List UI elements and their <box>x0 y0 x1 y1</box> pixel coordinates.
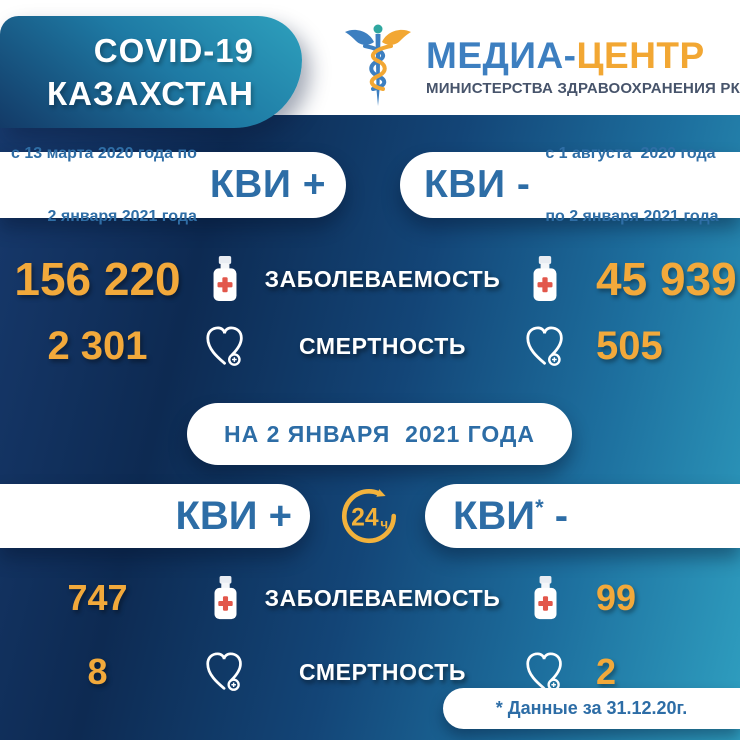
mortality-kvi-minus-total: 505 <box>596 323 663 368</box>
kvi-plus-period-dates: с 13 марта 2020 года по 2 января 2021 го… <box>11 101 197 269</box>
kvi-minus-period-dates: с 1 августа 2020 года по 2 января 2021 г… <box>545 101 718 269</box>
logo-title-center: ЦЕНТР <box>576 35 705 76</box>
logo-text-block: МЕДИА-ЦЕНТР МИНИСТЕРСТВА ЗДРАВООХРАНЕНИЯ… <box>426 22 740 98</box>
logo-title: МЕДИА-ЦЕНТР <box>426 36 740 76</box>
mortality-kvi-plus-daily: 8 <box>87 651 108 692</box>
mortality-total-row: 2 301 СМЕРТНОСТЬ 505 <box>0 317 740 375</box>
daily-kvi-minus-label: КВИ* - <box>453 494 568 539</box>
media-center-logo: МЕДИА-ЦЕНТР МИНИСТЕРСТВА ЗДРАВООХРАНЕНИЯ… <box>342 22 740 108</box>
daily-kvi-minus-pill: КВИ* - <box>425 484 740 548</box>
kvi-plus-label: КВИ + <box>209 163 326 206</box>
logo-title-media: МЕДИА- <box>426 35 577 76</box>
medicine-bottle-icon <box>530 256 560 302</box>
clock-unit: ч <box>380 516 388 531</box>
mortality-label: СМЕРТНОСТЬ <box>298 658 466 685</box>
period-line2: 2 января 2021 года <box>47 208 197 225</box>
kvi-minus-label: КВИ - <box>424 163 531 206</box>
mortality-label: СМЕРТНОСТЬ <box>298 332 466 359</box>
footnote-pill: * Данные за 31.12.20г. <box>443 688 740 729</box>
footnote-text: * Данные за 31.12.20г. <box>495 698 688 718</box>
daily-kvi-plus-pill: КВИ + <box>0 484 310 548</box>
badge-title-line2: КАЗАХСТАН <box>47 75 254 112</box>
kvi-plus-period-pill: с 13 марта 2020 года по 2 января 2021 го… <box>0 145 346 225</box>
incidence-total-row: 156 220 ЗАБОЛЕВАЕМОСТЬ 45 939 <box>0 250 740 308</box>
caduceus-icon <box>345 24 411 106</box>
mortality-daily-row: 8 СМЕРТНОСТЬ 2 <box>0 643 740 701</box>
clock-number: 24 <box>351 504 379 531</box>
heart-stethoscope-icon <box>205 651 245 693</box>
date-banner-text: НА 2 ЯНВАРЯ 2021 ГОДА <box>224 420 535 447</box>
period-line1: с 13 марта 2020 года по <box>11 145 197 162</box>
incidence-kvi-plus-total: 156 220 <box>14 253 181 305</box>
24h-clock-icon: 24 ч <box>341 489 397 544</box>
incidence-kvi-minus-total: 45 939 <box>596 253 737 305</box>
incidence-daily-row: 747 ЗАБОЛЕВАЕМОСТЬ 99 <box>0 569 740 627</box>
badge-title-line1: COVID-19 <box>93 32 254 69</box>
heart-stethoscope-icon <box>525 651 565 693</box>
heart-stethoscope-icon <box>205 325 246 368</box>
incidence-label: ЗАБОЛЕВАЕМОСТЬ <box>264 584 501 611</box>
medicine-bottle-icon <box>211 576 240 620</box>
incidence-kvi-minus-daily: 99 <box>596 577 637 618</box>
kvi-minus-period-pill: КВИ - с 1 августа 2020 года по 2 января … <box>400 145 740 225</box>
logo-subtitle: МИНИСТЕРСТВА ЗДРАВООХРАНЕНИЯ РК <box>426 80 740 97</box>
incidence-label: ЗАБОЛЕВАЕМОСТЬ <box>264 265 501 292</box>
kvi-text: КВИ <box>453 493 536 538</box>
incidence-kvi-plus-daily: 747 <box>67 577 128 618</box>
period-line2: по 2 января 2021 года <box>545 208 719 225</box>
heart-stethoscope-icon <box>525 325 566 368</box>
asterisk: * <box>535 494 544 520</box>
period-line1: с 1 августа 2020 года <box>545 145 716 162</box>
mortality-kvi-minus-daily: 2 <box>596 651 617 692</box>
covid-kazakhstan-badge: COVID-19 КАЗАХСТАН <box>0 16 302 128</box>
daily-kvi-plus-label: КВИ + <box>175 493 292 538</box>
mortality-kvi-plus-total: 2 301 <box>47 323 148 368</box>
medicine-bottle-icon <box>531 576 560 620</box>
date-banner-pill: НА 2 ЯНВАРЯ 2021 ГОДА <box>187 403 572 465</box>
medicine-bottle-icon <box>210 256 240 302</box>
minus-sign: - <box>543 493 569 538</box>
